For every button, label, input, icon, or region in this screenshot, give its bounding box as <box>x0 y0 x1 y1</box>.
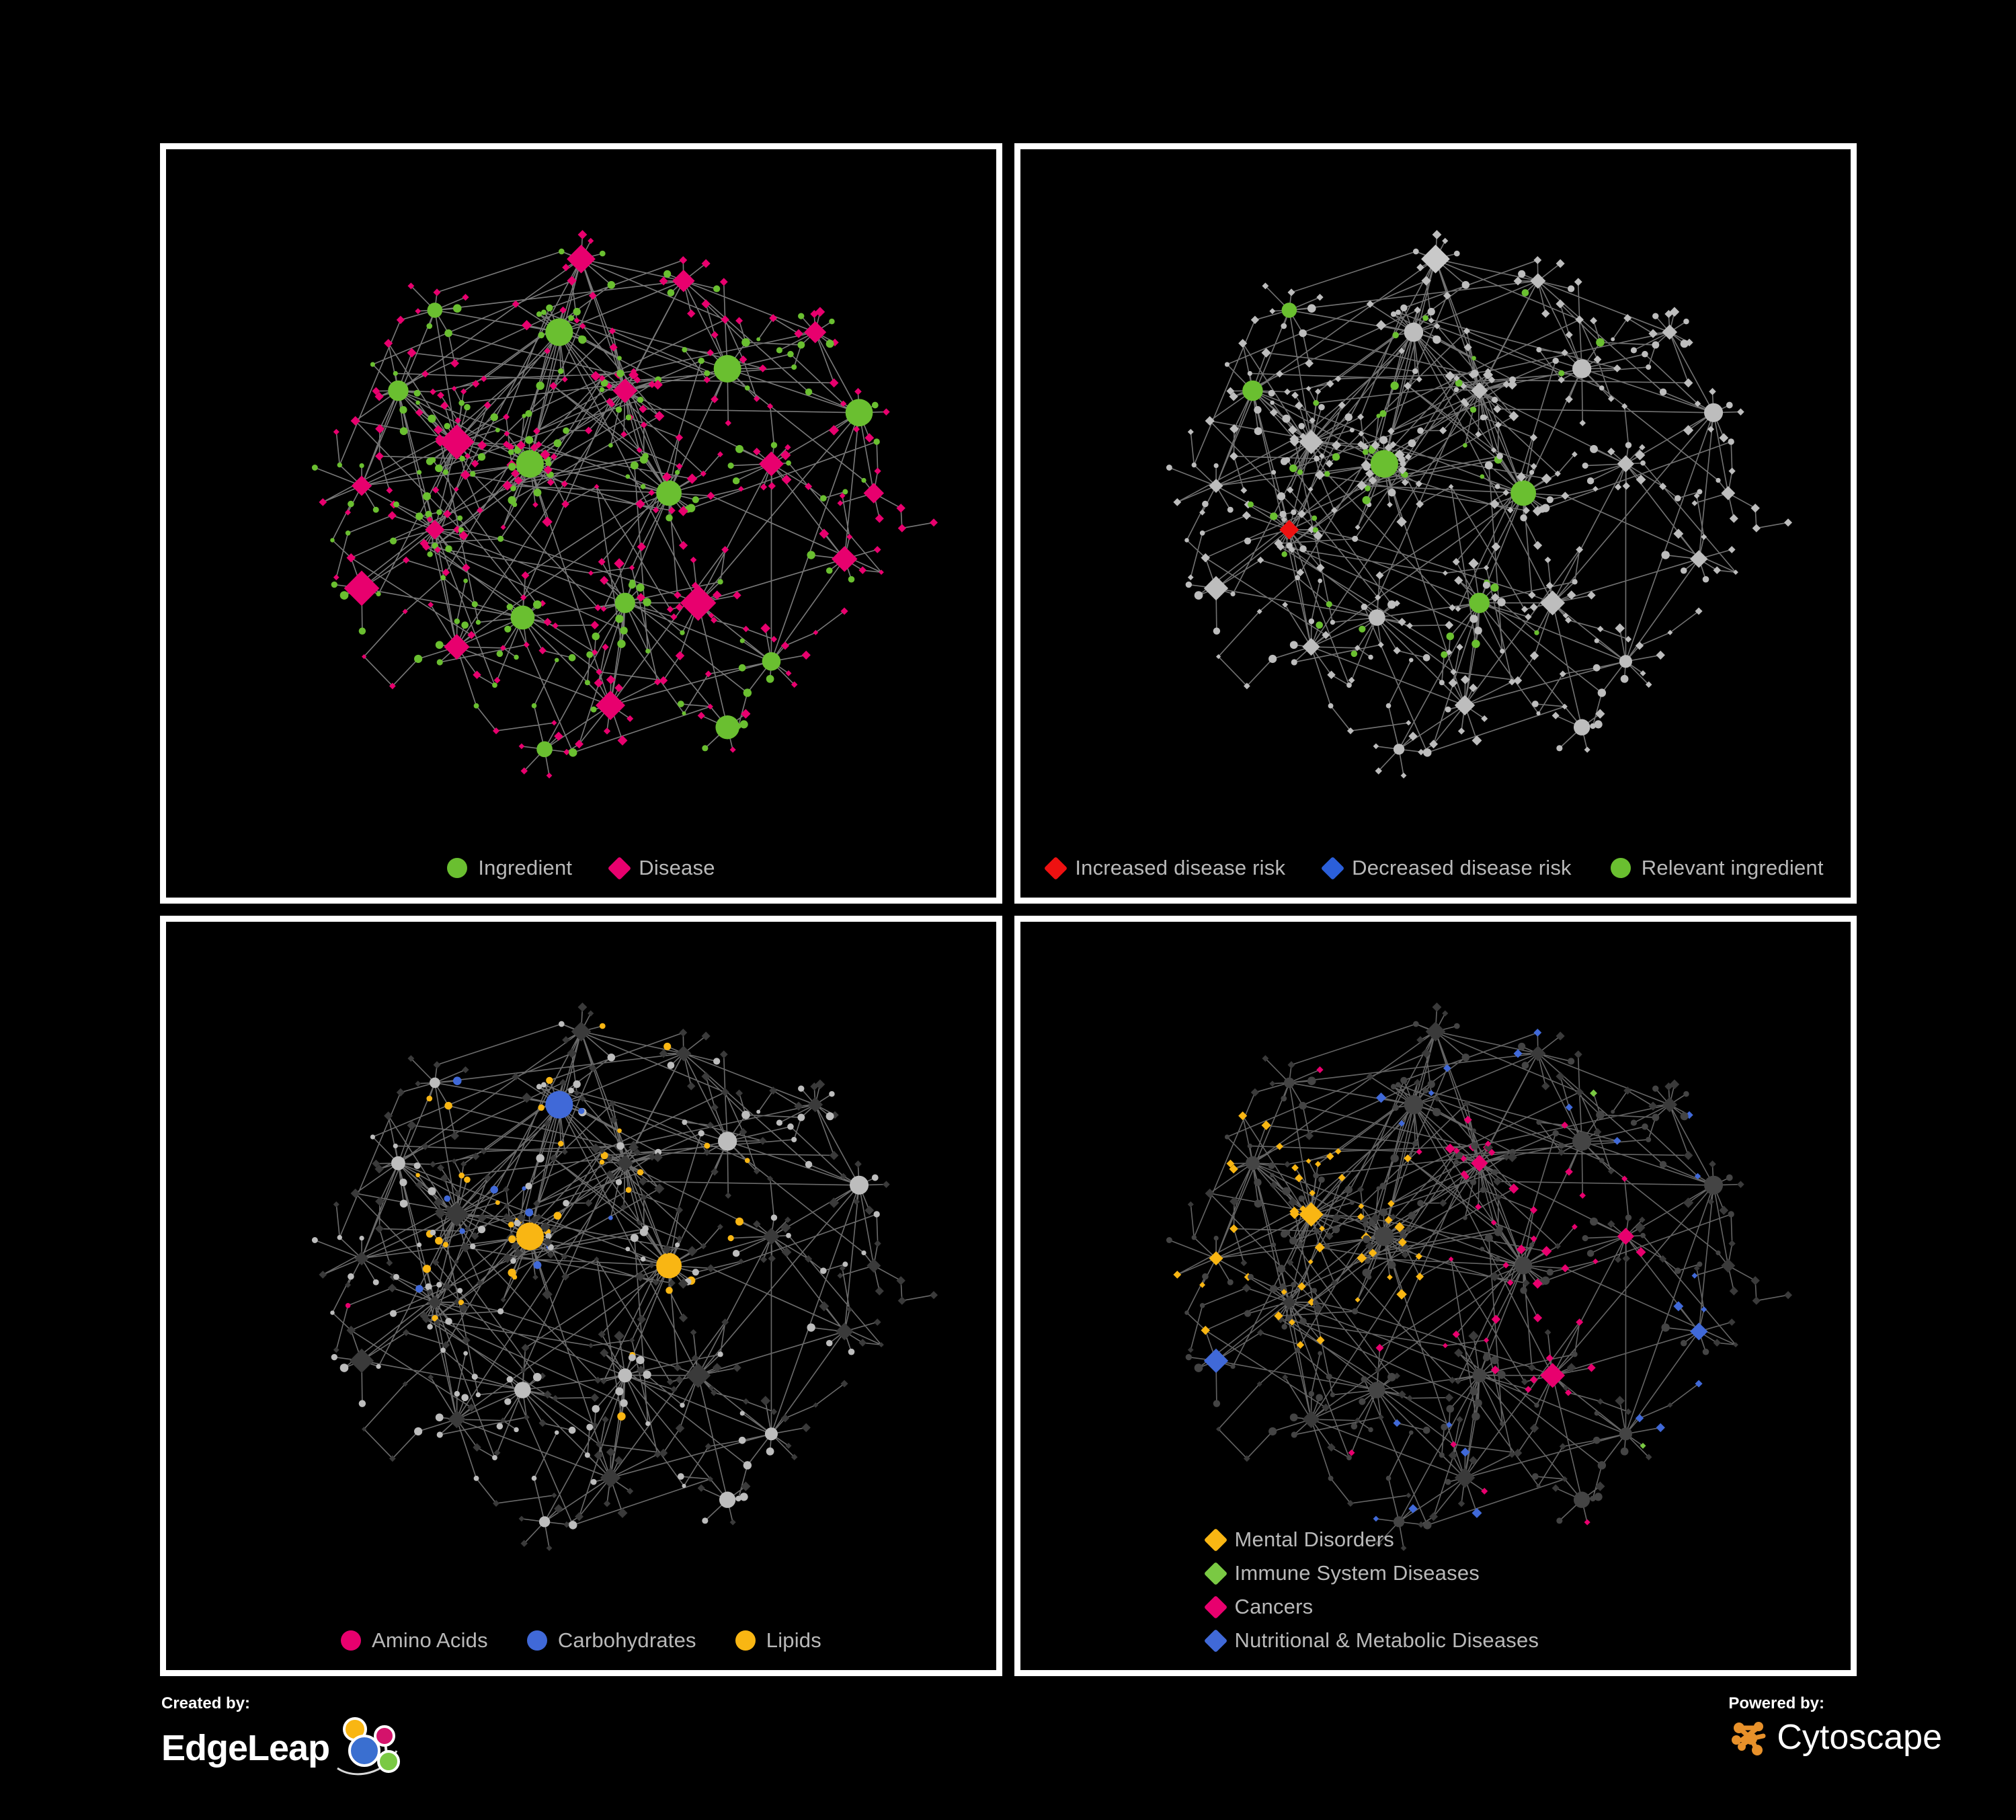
figure-footer: Created by: EdgeLeap Powered by: <box>0 1681 2016 1815</box>
circle-marker-icon <box>1610 858 1631 878</box>
cytoscape-wordmark: Cytoscape <box>1777 1718 1942 1757</box>
legend-ingredient-class: Amino Acids Carbohydrates Lipids <box>166 1628 996 1653</box>
legend-label: Relevant ingredient <box>1641 856 1824 879</box>
legend-item: Immune System Diseases <box>1203 1561 1480 1585</box>
circle-marker-icon <box>526 1630 547 1651</box>
edgeleap-wordmark: EdgeLeap <box>161 1728 330 1768</box>
legend-item: Mental Disorders <box>1203 1528 1429 1552</box>
legend-label: Mental Disorders <box>1234 1528 1395 1551</box>
legend-label: Ingredient <box>478 856 573 879</box>
circle-marker-icon <box>341 1630 362 1651</box>
legend-item: Lipids <box>735 1628 821 1653</box>
diamond-marker-icon <box>1320 856 1345 880</box>
circle-marker-icon <box>735 1630 756 1651</box>
legend-label: Immune System Diseases <box>1234 1561 1480 1585</box>
panel-disease-class: Mental Disorders Immune System Diseases Ca… <box>1014 916 1857 1676</box>
network-canvas-ingredient-disease[interactable] <box>166 149 996 807</box>
diamond-marker-icon <box>1203 1528 1227 1552</box>
legend-item: Ingredient <box>447 856 572 880</box>
legend-label: Disease <box>639 856 715 879</box>
legend-label: Carbohydrates <box>557 1628 696 1652</box>
edgeleap-branding: Created by: EdgeLeap <box>161 1694 415 1780</box>
legend-item: Carbohydrates <box>526 1628 696 1653</box>
legend-item: Cancers <box>1203 1595 1429 1619</box>
panel-ingredient-disease: Ingredient Disease <box>160 143 1002 904</box>
diamond-marker-icon <box>608 856 632 880</box>
legend-item: Decreased disease risk <box>1320 856 1572 880</box>
cytoscape-logo-icon <box>1732 1722 1766 1755</box>
legend-label: Decreased disease risk <box>1352 856 1572 879</box>
legend-ingredient-disease: Ingredient Disease <box>166 856 996 880</box>
diamond-marker-icon <box>1044 856 1068 880</box>
panel-grid: Ingredient Disease Increased disease risk… <box>160 143 1857 1676</box>
legend-label: Cancers <box>1234 1595 1314 1618</box>
legend-item: Relevant ingredient <box>1610 856 1824 880</box>
legend-item: Increased disease risk <box>1044 856 1286 880</box>
panel-disease-risk: Increased disease risk Decreased disease … <box>1014 143 1857 904</box>
diamond-marker-icon <box>1203 1595 1227 1619</box>
network-canvas-disease-risk[interactable] <box>1020 149 1851 807</box>
legend-item: Nutritional & Metabolic Diseases <box>1203 1628 1539 1653</box>
network-nodes <box>311 230 938 779</box>
created-by-kicker: Created by: <box>161 1694 251 1712</box>
network-canvas-disease-class[interactable] <box>1020 922 1851 1580</box>
diamond-marker-icon <box>1203 1628 1227 1653</box>
diamond-marker-icon <box>1203 1561 1227 1585</box>
panel-ingredient-class: Amino Acids Carbohydrates Lipids <box>160 916 1002 1676</box>
legend-item: Disease <box>608 856 715 880</box>
circle-marker-icon <box>447 858 468 878</box>
legend-label: Increased disease risk <box>1075 856 1286 879</box>
network-canvas-ingredient-class[interactable] <box>166 922 996 1580</box>
legend-disease-class: Mental Disorders Immune System Diseases Ca… <box>1180 1528 1691 1653</box>
legend-item: Amino Acids <box>341 1628 488 1653</box>
legend-disease-risk: Increased disease risk Decreased disease … <box>1020 856 1851 880</box>
legend-label: Lipids <box>766 1628 821 1652</box>
legend-label: Nutritional & Metabolic Diseases <box>1234 1628 1539 1652</box>
powered-by-kicker: Powered by: <box>1728 1694 1825 1712</box>
legend-label: Amino Acids <box>372 1628 488 1652</box>
edgeleap-logo-icon <box>337 1717 401 1776</box>
cytoscape-branding: Powered by: Cytoscape <box>1728 1694 1942 1759</box>
